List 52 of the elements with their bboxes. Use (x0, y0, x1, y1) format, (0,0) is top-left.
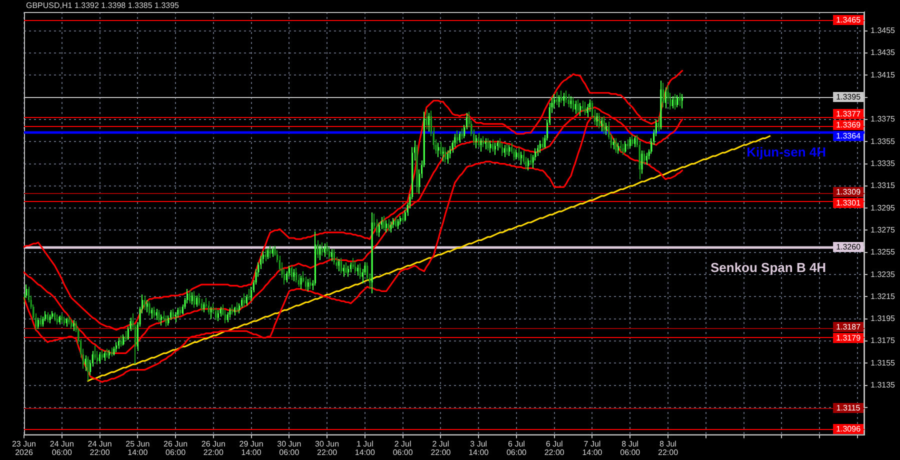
y-tick-label: 1.3435 (870, 48, 896, 58)
x-tick-label: 8 Jul 22:00 (658, 440, 679, 458)
x-tick-label: 24 Jun 06:00 (50, 440, 74, 458)
x-tick-label: 26 Jun 22:00 (201, 440, 226, 458)
ref-line-label: 1.3179 (836, 334, 862, 343)
x-tick-label: 1 Jul 14:00 (354, 440, 376, 458)
chart-title: GBPUSD,H1 1.3392 1.3398 1.3385 1.3395 (26, 1, 180, 10)
ref-line-label: 1.3260 (836, 242, 862, 252)
x-tick-label: 7 Jul 14:00 (582, 440, 603, 458)
x-tick-label: 6 Jul 22:00 (544, 440, 565, 458)
y-tick-label: 1.3455 (870, 26, 896, 36)
ref-line-label: 1.3465 (836, 16, 862, 25)
annotation: Senkou Span B 4H (710, 260, 826, 275)
y-tick-label: 1.3215 (870, 292, 896, 301)
x-tick-label: 8 Jul 06:00 (620, 440, 641, 458)
ref-line-label: 1.3377 (836, 110, 862, 119)
x-tick-label: 26 Jun 06:00 (164, 440, 188, 458)
ref-line-label: 1.3096 (836, 424, 862, 434)
ref-line-label: 1.3309 (836, 188, 862, 197)
y-tick-label: 1.3155 (870, 358, 896, 368)
ref-line-label: 1.3369 (836, 120, 862, 130)
y-tick-label: 1.3135 (870, 380, 896, 390)
y-tick-label: 1.3335 (870, 158, 896, 168)
y-tick-label: 1.3295 (870, 203, 896, 212)
x-tick-label: 2 Jul 06:00 (392, 440, 414, 458)
x-tick-label: 23 Jun 2026 (12, 440, 36, 458)
y-tick-label: 1.3415 (870, 70, 896, 80)
x-tick-label: 3 Jul 14:00 (468, 440, 490, 458)
x-tick-label: 2 Jul 22:00 (430, 440, 452, 458)
y-tick-label: 1.3275 (870, 225, 896, 234)
ref-line-label: 1.3301 (836, 198, 862, 208)
ref-line-label: 1.3115 (836, 404, 861, 413)
candlestick (570, 96, 572, 108)
annotation: Kijun-sen 4H (746, 144, 826, 160)
ref-line-label: 1.3395 (836, 92, 862, 102)
y-tick-label: 1.3315 (870, 181, 896, 190)
x-tick-label: 6 Jul 06:00 (506, 440, 528, 458)
ref-line-label: 1.3364 (836, 132, 862, 141)
y-tick-label: 1.3195 (870, 314, 896, 324)
y-tick-label: 1.3235 (870, 270, 896, 279)
ref-line-label: 1.3187 (836, 322, 862, 332)
x-tick-label: 30 Jun 06:00 (277, 440, 302, 458)
y-tick-label: 1.3175 (870, 336, 896, 346)
y-tick-label: 1.3375 (870, 114, 896, 124)
x-tick-label: 25 Jun 14:00 (126, 440, 150, 458)
x-tick-label: 30 Jun 22:00 (315, 440, 340, 458)
x-tick-label: 29 Jun 14:00 (239, 440, 264, 458)
candlestick (248, 288, 250, 300)
x-tick-label: 24 Jun 22:00 (88, 440, 112, 458)
candlestick (264, 249, 266, 262)
y-tick-label: 1.3355 (870, 136, 896, 146)
y-tick-label: 1.3255 (870, 248, 896, 257)
